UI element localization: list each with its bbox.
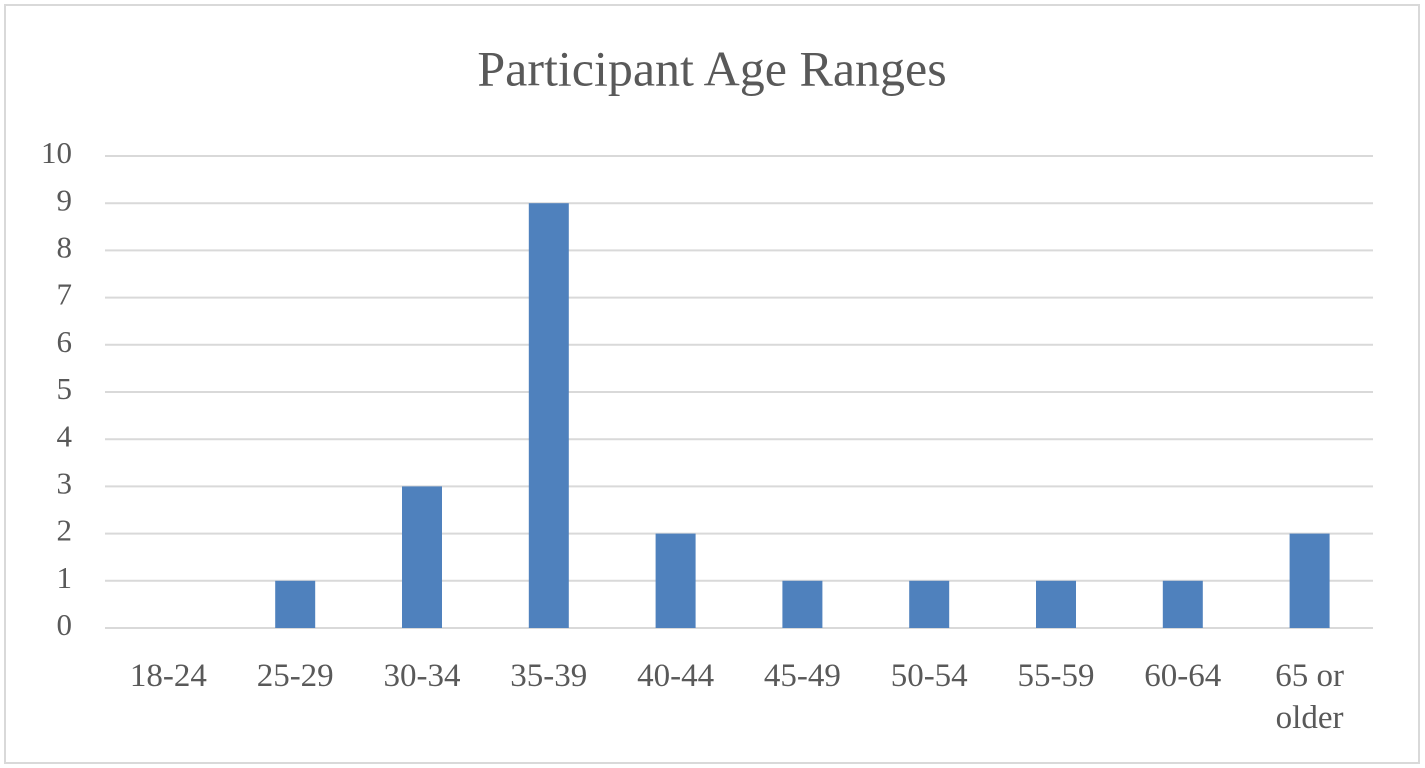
x-tick-label: 45-49 xyxy=(763,658,841,694)
bar xyxy=(402,486,442,628)
bar xyxy=(1289,533,1330,628)
x-tick-label: 30-34 xyxy=(383,658,461,694)
y-tick-label: 8 xyxy=(57,230,73,265)
y-tick-label: 4 xyxy=(57,418,73,453)
chart-border xyxy=(4,4,1420,764)
y-tick-label: 3 xyxy=(57,466,73,501)
bar xyxy=(275,580,316,628)
bar xyxy=(655,533,696,628)
y-tick-label: 2 xyxy=(57,513,73,548)
y-tick-label: 0 xyxy=(57,607,73,642)
y-tick-label: 5 xyxy=(57,371,73,406)
x-tick-label: 55-59 xyxy=(1017,658,1095,694)
x-tick-label: 35-39 xyxy=(510,658,588,694)
bar xyxy=(528,203,569,628)
x-tick-label: 65 or older xyxy=(1275,658,1344,736)
bar xyxy=(909,580,950,628)
x-tick-label: 25-29 xyxy=(256,658,334,694)
chart-title: Participant Age Ranges xyxy=(477,40,946,96)
bar xyxy=(1036,580,1076,628)
x-tick-label: 18-24 xyxy=(129,658,207,694)
y-tick-label: 1 xyxy=(57,560,73,595)
bar xyxy=(782,580,823,628)
x-tick-label: 60-64 xyxy=(1144,658,1222,694)
x-tick-label: 40-44 xyxy=(637,658,715,694)
y-tick-label: 7 xyxy=(57,277,73,312)
y-tick-label: 10 xyxy=(41,135,72,170)
x-tick-label: 50-54 xyxy=(890,658,968,694)
y-tick-label: 6 xyxy=(57,324,73,359)
y-tick-label: 9 xyxy=(57,182,73,217)
bar xyxy=(1162,580,1203,628)
